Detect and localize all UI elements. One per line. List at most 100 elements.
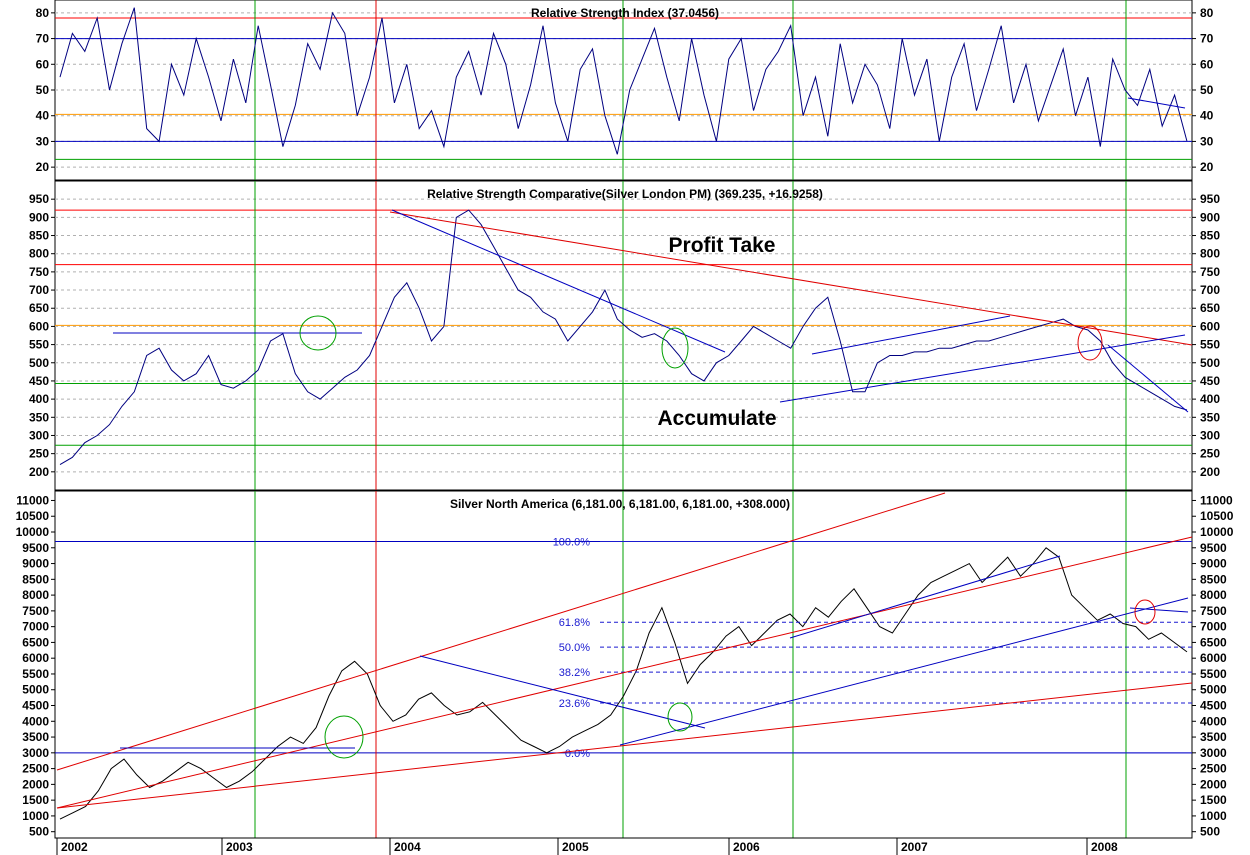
y-tick-label-left: 2000 xyxy=(22,777,49,791)
highlight-circle-red xyxy=(1077,325,1103,361)
y-tick-label-right: 500 xyxy=(1200,356,1220,370)
y-tick-label-left: 500 xyxy=(29,356,49,370)
y-tick-label-left: 550 xyxy=(29,338,49,352)
highlight-circle-red xyxy=(1134,599,1156,625)
y-tick-label-right: 40 xyxy=(1200,109,1214,123)
y-tick-label-left: 950 xyxy=(29,192,49,206)
y-tick-label-right: 400 xyxy=(1200,392,1220,406)
trendline-price-outer-upper xyxy=(56,492,946,771)
trendline-price-upper xyxy=(56,536,1193,809)
y-tick-label-left: 250 xyxy=(29,447,49,461)
y-tick-label-right: 5000 xyxy=(1200,683,1227,697)
y-tick-label-right: 550 xyxy=(1200,338,1220,352)
x-axis: 2002 2003 2004 2005 2006 2007 2008 xyxy=(55,837,1192,855)
y-tick-label-right: 1500 xyxy=(1200,793,1227,807)
y-tick-label-right: 9000 xyxy=(1200,557,1227,571)
y-tick-label-left: 50 xyxy=(36,83,50,97)
y-tick-label-left: 1000 xyxy=(22,809,49,823)
y-tick-label-right: 650 xyxy=(1200,301,1220,315)
rsi-panel: 20 20 30 30 40 40 50 50 60 60 70 70 80 80 Relative Str… xyxy=(36,0,1214,181)
y-tick-label-left: 6500 xyxy=(22,635,49,649)
y-tick-label-left: 400 xyxy=(29,392,49,406)
y-tick-label-left: 3000 xyxy=(22,746,49,760)
y-tick-label-right: 950 xyxy=(1200,192,1220,206)
series-line xyxy=(59,7,1188,155)
rsc-panel: 200 200 250 250 300 300 350 350 400 400 450 450 500 5… xyxy=(29,180,1220,491)
y-tick-label-left: 350 xyxy=(29,410,49,424)
y-tick-label-right: 300 xyxy=(1200,428,1220,442)
x-tick-label: 2003 xyxy=(226,840,253,854)
trendline-rsi-2008 xyxy=(1127,97,1186,109)
highlight-circle-green xyxy=(661,327,689,369)
y-tick-label-left: 750 xyxy=(29,265,49,279)
y-tick-label-left: 6000 xyxy=(22,651,49,665)
highlight-circle-green xyxy=(667,702,693,732)
y-tick-label-left: 8500 xyxy=(22,572,49,586)
panel-title: Relative Strength Index (37.0456) xyxy=(531,6,719,20)
y-tick-label-left: 600 xyxy=(29,319,49,333)
y-tick-label-left: 5000 xyxy=(22,683,49,697)
y-tick-label-right: 3500 xyxy=(1200,730,1227,744)
y-tick-label-left: 30 xyxy=(36,134,50,148)
panel-title: Relative Strength Comparative(Silver Lon… xyxy=(427,187,823,201)
y-tick-label-right: 600 xyxy=(1200,319,1220,333)
y-tick-label-right: 350 xyxy=(1200,410,1220,424)
y-tick-label-right: 8500 xyxy=(1200,572,1227,586)
y-tick-label-left: 7500 xyxy=(22,604,49,618)
y-tick-label-left: 900 xyxy=(29,210,49,224)
trendline-rsc-channel-low xyxy=(779,334,1186,403)
x-tick-label: 2002 xyxy=(61,840,88,854)
y-tick-label-right: 9500 xyxy=(1200,541,1227,555)
y-tick-label-right: 70 xyxy=(1200,32,1214,46)
y-tick-label-left: 5500 xyxy=(22,667,49,681)
y-tick-label-right: 6500 xyxy=(1200,635,1227,649)
y-tick-label-left: 850 xyxy=(29,229,49,243)
highlight-circle-green xyxy=(324,715,364,759)
y-tick-label-right: 5500 xyxy=(1200,667,1227,681)
y-tick-label-right: 250 xyxy=(1200,447,1220,461)
y-tick-label-left: 4500 xyxy=(22,699,49,713)
y-tick-label-right: 60 xyxy=(1200,57,1214,71)
y-tick-label-left: 800 xyxy=(29,247,49,261)
trendline-price-2008-top xyxy=(1129,607,1189,613)
y-tick-label-right: 8000 xyxy=(1200,588,1227,602)
fib-level-label: 0.0% xyxy=(565,748,590,760)
y-tick-label-right: 200 xyxy=(1200,465,1220,479)
overlay-layer: Profit Take Accumulate xyxy=(56,97,1193,809)
highlight-circle-green xyxy=(299,315,337,351)
y-tick-label-right: 2500 xyxy=(1200,762,1227,776)
x-tick-label: 2007 xyxy=(901,840,928,854)
annotation-profit-take: Profit Take xyxy=(669,234,776,257)
y-tick-label-left: 450 xyxy=(29,374,49,388)
fib-level-label: 100.0% xyxy=(553,536,591,548)
y-tick-label-right: 6000 xyxy=(1200,651,1227,665)
x-tick-label: 2004 xyxy=(394,840,421,854)
y-tick-label-right: 4000 xyxy=(1200,714,1227,728)
y-tick-label-right: 10000 xyxy=(1200,525,1234,539)
y-tick-label-right: 80 xyxy=(1200,6,1214,20)
y-tick-label-left: 10500 xyxy=(16,509,50,523)
y-tick-label-left: 60 xyxy=(36,57,50,71)
y-tick-label-left: 4000 xyxy=(22,714,49,728)
annotation-accumulate: Accumulate xyxy=(657,407,776,430)
y-tick-label-right: 450 xyxy=(1200,374,1220,388)
y-tick-label-right: 3000 xyxy=(1200,746,1227,760)
series-line xyxy=(59,547,1188,820)
y-tick-label-left: 11000 xyxy=(16,493,49,507)
y-tick-label-left: 1500 xyxy=(22,793,49,807)
y-tick-label-right: 900 xyxy=(1200,210,1220,224)
y-tick-label-left: 700 xyxy=(29,283,49,297)
trendline-rsc-resistance xyxy=(389,211,1193,346)
fib-level-label: 23.6% xyxy=(559,698,590,710)
y-tick-label-right: 7000 xyxy=(1200,620,1227,634)
x-tick-label: 2006 xyxy=(733,840,760,854)
trendline-price-channel-high xyxy=(789,555,1061,639)
fib-level-label: 50.0% xyxy=(559,642,590,654)
y-tick-label-right: 50 xyxy=(1200,83,1214,97)
y-tick-label-left: 9000 xyxy=(22,557,49,571)
y-tick-label-left: 7000 xyxy=(22,620,49,634)
trendline-rsc-2008-down xyxy=(1107,344,1189,413)
